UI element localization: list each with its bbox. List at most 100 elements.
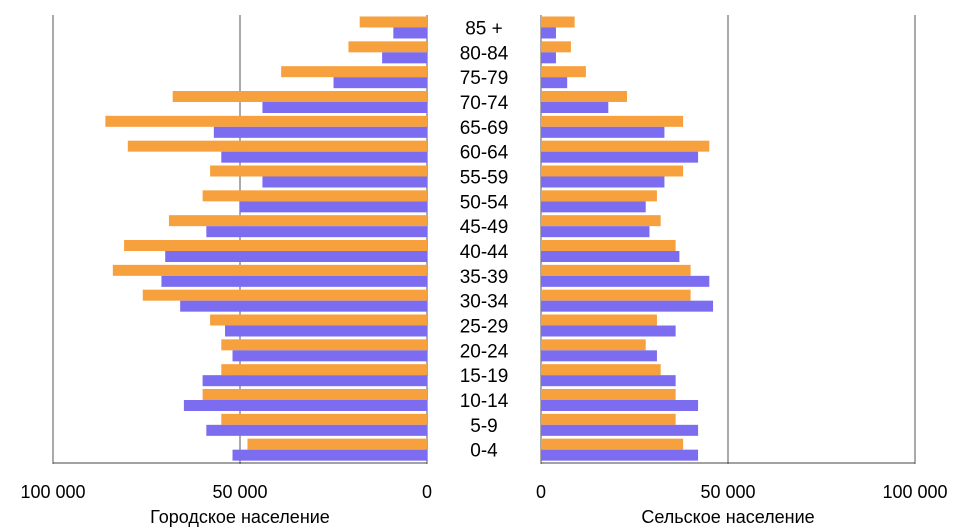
left-bar: [206, 425, 427, 436]
right-bar: [541, 66, 586, 77]
right-bar: [541, 41, 571, 52]
left-bar: [233, 350, 427, 361]
right-bar: [541, 240, 676, 251]
left-bar: [169, 215, 427, 226]
right-bar: [541, 414, 676, 425]
right-bar: [541, 450, 698, 461]
right-tick-label: 50 000: [700, 482, 755, 502]
age-group-label: 70-74: [460, 93, 509, 114]
left-bar: [221, 414, 427, 425]
right-bar: [541, 116, 683, 127]
right-bar: [541, 315, 657, 326]
right-bar: [541, 52, 556, 63]
right-bar: [541, 17, 575, 28]
left-bar: [262, 177, 427, 188]
age-group-label: 0-4: [470, 441, 498, 462]
right-bar: [541, 364, 661, 375]
age-group-label: 15-19: [460, 366, 509, 387]
age-group-label: 85 +: [465, 18, 503, 39]
right-bar: [541, 201, 646, 212]
left-bar: [203, 190, 427, 201]
left-bar: [225, 326, 427, 337]
right-bar: [541, 276, 709, 287]
left-bar: [210, 166, 427, 177]
right-bars: [541, 17, 713, 461]
right-bar: [541, 102, 608, 113]
right-bar: [541, 166, 683, 177]
left-x-axis: 100 000 50 000 0 Городское население: [20, 482, 432, 527]
age-group-label: 45-49: [460, 217, 509, 238]
left-bar: [262, 102, 427, 113]
right-bar: [541, 91, 627, 102]
age-group-label: 80-84: [460, 43, 509, 64]
left-bar: [113, 265, 427, 276]
left-bar: [221, 152, 427, 163]
right-bar: [541, 265, 691, 276]
left-bar: [165, 251, 427, 262]
right-bar: [541, 77, 567, 88]
left-bar: [105, 116, 427, 127]
left-bars: [105, 17, 427, 461]
left-bar: [233, 450, 427, 461]
left-bar: [161, 276, 427, 287]
left-bar: [124, 240, 427, 251]
right-bar: [541, 439, 683, 450]
right-bar: [541, 190, 657, 201]
right-bar: [541, 389, 676, 400]
right-bar: [541, 141, 709, 152]
left-bar: [360, 17, 427, 28]
left-bar: [334, 77, 428, 88]
right-bar: [541, 152, 698, 163]
left-bar: [180, 301, 427, 312]
age-group-label: 10-14: [460, 391, 509, 412]
left-tick-label: 0: [422, 482, 432, 502]
right-bar: [541, 251, 679, 262]
left-bar: [173, 91, 427, 102]
left-bar: [221, 339, 427, 350]
right-bar: [541, 177, 664, 188]
right-bar: [541, 326, 676, 337]
age-group-label: 55-59: [460, 167, 509, 188]
age-group-label: 35-39: [460, 267, 509, 288]
left-bar: [128, 141, 427, 152]
right-bar: [541, 301, 713, 312]
left-bar: [210, 315, 427, 326]
right-bar: [541, 400, 698, 411]
age-group-label: 30-34: [460, 292, 509, 313]
left-bar: [143, 290, 427, 301]
left-bar: [214, 127, 427, 138]
right-bar: [541, 350, 657, 361]
age-group-label: 75-79: [460, 68, 509, 89]
right-bar: [541, 290, 691, 301]
right-axis-title: Сельское население: [641, 507, 814, 527]
right-bar: [541, 425, 698, 436]
left-bar: [206, 226, 427, 237]
age-group-label: 50-54: [460, 192, 509, 213]
right-bar: [541, 226, 649, 237]
right-bar: [541, 127, 664, 138]
left-tick-label: 50 000: [212, 482, 267, 502]
right-bar: [541, 215, 661, 226]
age-group-label: 20-24: [460, 341, 509, 362]
left-bar: [203, 375, 427, 386]
age-group-label: 40-44: [460, 242, 509, 263]
left-bar: [393, 28, 427, 39]
age-group-label: 25-29: [460, 316, 509, 337]
left-bar: [203, 389, 427, 400]
right-bar: [541, 375, 676, 386]
left-bar: [281, 66, 427, 77]
right-bar: [541, 28, 556, 39]
left-tick-label: 100 000: [20, 482, 85, 502]
left-bar: [240, 201, 427, 212]
left-bar: [348, 41, 427, 52]
age-group-label: 65-69: [460, 118, 509, 139]
age-group-label: 60-64: [460, 143, 509, 164]
left-bar: [221, 364, 427, 375]
right-x-axis: 0 50 000 100 000 Сельское население: [536, 482, 948, 527]
left-axis-title: Городское население: [150, 507, 330, 527]
left-bar: [184, 400, 427, 411]
right-tick-label: 0: [536, 482, 546, 502]
age-group-label: 5-9: [470, 416, 497, 437]
left-bar: [382, 52, 427, 63]
